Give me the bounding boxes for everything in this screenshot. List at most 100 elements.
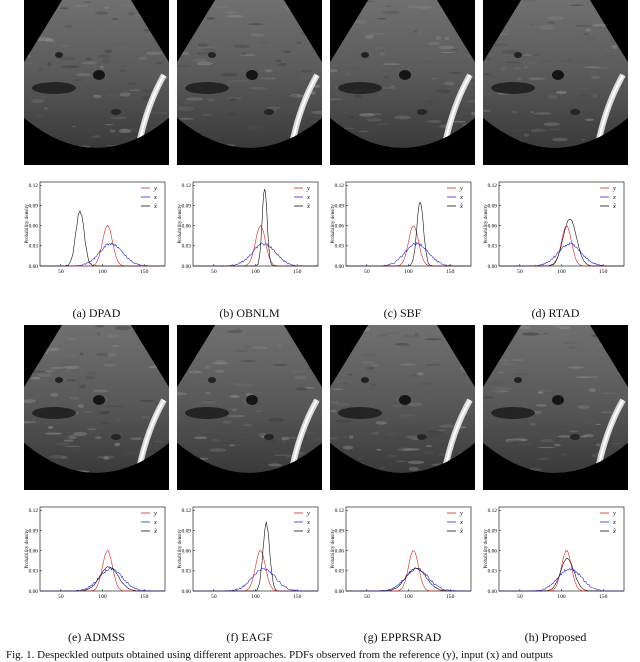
x-tick-label: 150: [446, 269, 455, 275]
legend-label: y: [459, 510, 463, 517]
x-tick-label: 50: [58, 594, 64, 600]
plot-frame: [39, 506, 166, 592]
x-tick-label: 100: [557, 594, 566, 600]
ultrasound-image: [483, 325, 628, 490]
pdf-plot: 0.000.030.060.090.1250100150Intensity le…: [483, 181, 625, 275]
series-line-reference: [499, 550, 624, 592]
legend-label: x̂: [612, 528, 616, 535]
series-line-output: [346, 567, 472, 592]
legend-label: x̂: [153, 528, 157, 535]
y-tick-label: 0.03: [488, 244, 498, 250]
legend-label: x̂: [612, 203, 616, 210]
y-tick-label: 0.06: [335, 548, 345, 554]
y-tick-label: 0.09: [335, 203, 345, 209]
y-axis-label: Probability density: [177, 529, 183, 569]
ultrasound-image: [330, 0, 475, 165]
x-tick-label: 150: [599, 594, 608, 600]
legend-label: x̂: [459, 203, 463, 210]
x-tick-label: 50: [58, 269, 64, 275]
y-tick-label: 0.12: [182, 508, 192, 514]
series-line-reference: [193, 550, 318, 592]
legend-label: x: [612, 194, 616, 201]
y-tick-label: 0.09: [488, 203, 498, 209]
y-tick-label: 0.09: [29, 203, 39, 209]
ultrasound-image: [177, 325, 322, 490]
series-line-output: [499, 557, 624, 592]
y-axis-label: Probability density: [330, 204, 336, 244]
legend-label: x: [612, 519, 616, 526]
y-tick-label: 0.00: [488, 264, 498, 270]
x-tick-label: 150: [293, 594, 302, 600]
panel-caption: (d) RTAD: [531, 306, 580, 320]
panel-caption: (h) Proposed: [524, 630, 587, 644]
y-axis-label: Probability density: [177, 204, 183, 244]
series-line-input: [193, 242, 319, 267]
legend-label: x̂: [306, 203, 310, 210]
y-axis-label: Probability density: [483, 529, 489, 569]
x-tick-label: 100: [251, 269, 260, 275]
series-line-input: [39, 567, 166, 592]
y-tick-label: 0.12: [182, 183, 192, 189]
series-line-input: [40, 242, 165, 267]
series-line-output: [346, 201, 471, 267]
x-tick-label: 50: [517, 594, 523, 600]
figure-caption: Fig. 1. Despeckled outputs obtained usin…: [6, 649, 553, 661]
legend-label: x̂: [153, 203, 157, 210]
y-axis-label: Probability density: [483, 204, 489, 244]
panel-caption: (c) SBF: [383, 306, 422, 320]
series-line-reference: [40, 224, 165, 267]
series-line-reference: [193, 225, 318, 267]
x-tick-label: 50: [211, 269, 217, 275]
x-tick-label: 50: [364, 594, 370, 600]
y-axis-label: Probability density: [24, 204, 30, 244]
legend-label: x̂: [306, 528, 310, 535]
ultrasound-image: [24, 0, 169, 165]
y-tick-label: 0.03: [29, 569, 39, 575]
y-tick-label: 0.12: [488, 508, 498, 514]
series-line-reference: [346, 550, 471, 592]
pdf-plot: 0.000.030.060.090.1250100150Intensity le…: [177, 506, 319, 600]
x-tick-label: 150: [140, 269, 149, 275]
pdf-plot: 0.000.030.060.090.1250100150Intensity le…: [177, 181, 319, 275]
y-tick-label: 0.06: [335, 223, 345, 229]
y-tick-label: 0.12: [335, 183, 345, 189]
legend-label: y: [612, 510, 616, 517]
series-line-reference: [40, 549, 165, 592]
ultrasound-image: [483, 0, 628, 165]
series-line-output: [499, 218, 624, 267]
y-tick-label: 0.00: [335, 589, 345, 595]
legend-label: y: [612, 185, 616, 192]
y-tick-label: 0.06: [488, 548, 498, 554]
ultrasound-image: [24, 325, 169, 490]
plot-frame: [345, 506, 472, 592]
x-tick-label: 100: [251, 594, 260, 600]
y-tick-label: 0.03: [182, 244, 192, 250]
pdf-plot: 0.000.030.060.090.1250100150Intensity le…: [330, 506, 472, 600]
x-tick-label: 150: [446, 594, 455, 600]
y-tick-label: 0.06: [182, 223, 192, 229]
x-tick-label: 150: [293, 269, 302, 275]
y-axis-label: Probability density: [24, 529, 30, 569]
legend-label: y: [153, 185, 157, 192]
ultrasound-image: [330, 325, 475, 490]
legend-label: x: [153, 519, 157, 526]
x-tick-label: 150: [599, 269, 608, 275]
y-tick-label: 0.03: [29, 244, 39, 250]
y-axis-label: Probability density: [330, 529, 336, 569]
series-line-input: [193, 567, 319, 592]
pdf-plot: 0.000.030.060.090.1250100150Intensity le…: [24, 181, 166, 275]
y-tick-label: 0.09: [335, 528, 345, 534]
series-line-output: [193, 521, 318, 592]
legend-label: y: [306, 185, 310, 192]
y-tick-label: 0.00: [29, 264, 39, 270]
y-tick-label: 0.09: [29, 528, 39, 534]
y-tick-label: 0.00: [182, 264, 192, 270]
y-tick-label: 0.12: [29, 183, 39, 189]
pdf-plot: 0.000.030.060.090.1250100150Intensity le…: [330, 181, 472, 275]
x-tick-label: 50: [364, 269, 370, 275]
series-line-input: [345, 241, 472, 267]
panel-caption: (g) EPPRSRAD: [363, 630, 442, 644]
legend-label: x: [306, 194, 310, 201]
panel-caption: (a) DPAD: [72, 306, 121, 320]
y-tick-label: 0.06: [29, 223, 39, 229]
